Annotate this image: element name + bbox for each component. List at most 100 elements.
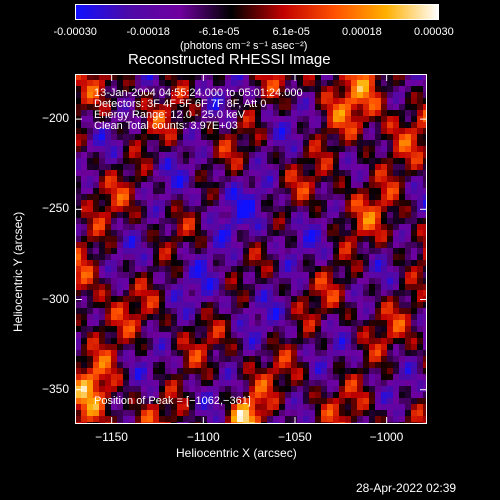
heatmap-cell — [201, 236, 207, 242]
heatmap-cell — [297, 392, 303, 398]
heatmap-cell — [225, 86, 231, 92]
heatmap-cell — [81, 380, 87, 386]
heatmap-cell — [279, 218, 285, 224]
heatmap-cell — [393, 392, 399, 398]
heatmap-cell — [423, 176, 427, 182]
heatmap-cell — [213, 182, 219, 188]
heatmap-cell — [327, 194, 333, 200]
heatmap-cell — [357, 170, 363, 176]
heatmap-cell — [159, 308, 165, 314]
heatmap-cell — [369, 224, 375, 230]
heatmap-cell — [171, 116, 177, 122]
heatmap-cell — [327, 110, 333, 116]
heatmap-cell — [315, 188, 321, 194]
heatmap-cell — [333, 302, 339, 308]
heatmap-cell — [387, 152, 393, 158]
heatmap-cell — [123, 206, 129, 212]
heatmap-cell — [135, 242, 141, 248]
heatmap-cell — [357, 362, 363, 368]
heatmap-cell — [411, 314, 417, 320]
heatmap-cell — [303, 368, 309, 374]
heatmap-cell — [237, 224, 243, 230]
heatmap-cell — [117, 296, 123, 302]
heatmap-cell — [99, 116, 105, 122]
heatmap-cell — [147, 194, 153, 200]
heatmap-cell — [357, 194, 363, 200]
heatmap-cell — [309, 410, 315, 416]
heatmap-cell — [231, 416, 237, 422]
heatmap-cell — [291, 290, 297, 296]
heatmap-cell — [219, 224, 225, 230]
heatmap-cell — [285, 254, 291, 260]
heatmap-cell — [375, 86, 381, 92]
heatmap-cell — [159, 122, 165, 128]
heatmap-cell — [225, 368, 231, 374]
heatmap-cell — [417, 134, 423, 140]
heatmap-cell — [381, 374, 387, 380]
heatmap-cell — [75, 410, 81, 416]
heatmap-cell — [369, 380, 375, 386]
heatmap-cell — [345, 308, 351, 314]
heatmap-cell — [393, 80, 399, 86]
heatmap-cell — [405, 104, 411, 110]
heatmap-cell — [237, 266, 243, 272]
heatmap-cell — [237, 188, 243, 194]
heatmap-cell — [213, 176, 219, 182]
heatmap-cell — [195, 122, 201, 128]
heatmap-cell — [411, 200, 417, 206]
heatmap-cell — [87, 380, 93, 386]
heatmap-cell — [207, 146, 213, 152]
heatmap-cell — [177, 242, 183, 248]
heatmap-cell — [375, 74, 381, 80]
heatmap-cell — [177, 206, 183, 212]
heatmap-cell — [195, 164, 201, 170]
heatmap-cell — [231, 314, 237, 320]
heatmap-cell — [291, 254, 297, 260]
heatmap-cell — [243, 368, 249, 374]
heatmap-cell — [147, 302, 153, 308]
heatmap-cell — [243, 386, 249, 392]
heatmap-cell — [369, 170, 375, 176]
heatmap-cell — [231, 398, 237, 404]
heatmap-cell — [75, 374, 81, 380]
heatmap-cell — [111, 362, 117, 368]
heatmap-cell — [75, 308, 81, 314]
heatmap-cell — [417, 86, 423, 92]
heatmap-cell — [351, 266, 357, 272]
heatmap-cell — [339, 290, 345, 296]
heatmap-cell — [261, 230, 267, 236]
heatmap-cell — [393, 290, 399, 296]
heatmap-cell — [405, 344, 411, 350]
heatmap-cell — [237, 134, 243, 140]
heatmap-cell — [363, 116, 369, 122]
heatmap-cell — [285, 80, 291, 86]
heatmap-cell — [333, 206, 339, 212]
heatmap-cell — [267, 380, 273, 386]
heatmap-cell — [213, 344, 219, 350]
heatmap-cell — [357, 236, 363, 242]
heatmap-cell — [123, 302, 129, 308]
heatmap-cell — [333, 74, 339, 80]
heatmap-cell — [261, 374, 267, 380]
heatmap-cell — [351, 362, 357, 368]
heatmap-cell — [279, 380, 285, 386]
heatmap-cell — [333, 134, 339, 140]
heatmap-cell — [291, 278, 297, 284]
heatmap-cell — [87, 398, 93, 404]
heatmap-cell — [321, 194, 327, 200]
heatmap-cell — [159, 350, 165, 356]
heatmap-cell — [393, 302, 399, 308]
heatmap-cell — [165, 206, 171, 212]
heatmap-cell — [177, 326, 183, 332]
heatmap-cell — [99, 410, 105, 416]
heatmap-cell — [273, 392, 279, 398]
heatmap-cell — [309, 290, 315, 296]
heatmap-cell — [81, 254, 87, 260]
heatmap-cell — [267, 158, 273, 164]
heatmap-cell — [105, 314, 111, 320]
heatmap-cell — [273, 188, 279, 194]
heatmap-cell — [135, 128, 141, 134]
heatmap-cell — [315, 152, 321, 158]
heatmap-cell — [165, 146, 171, 152]
heatmap-cell — [123, 398, 129, 404]
